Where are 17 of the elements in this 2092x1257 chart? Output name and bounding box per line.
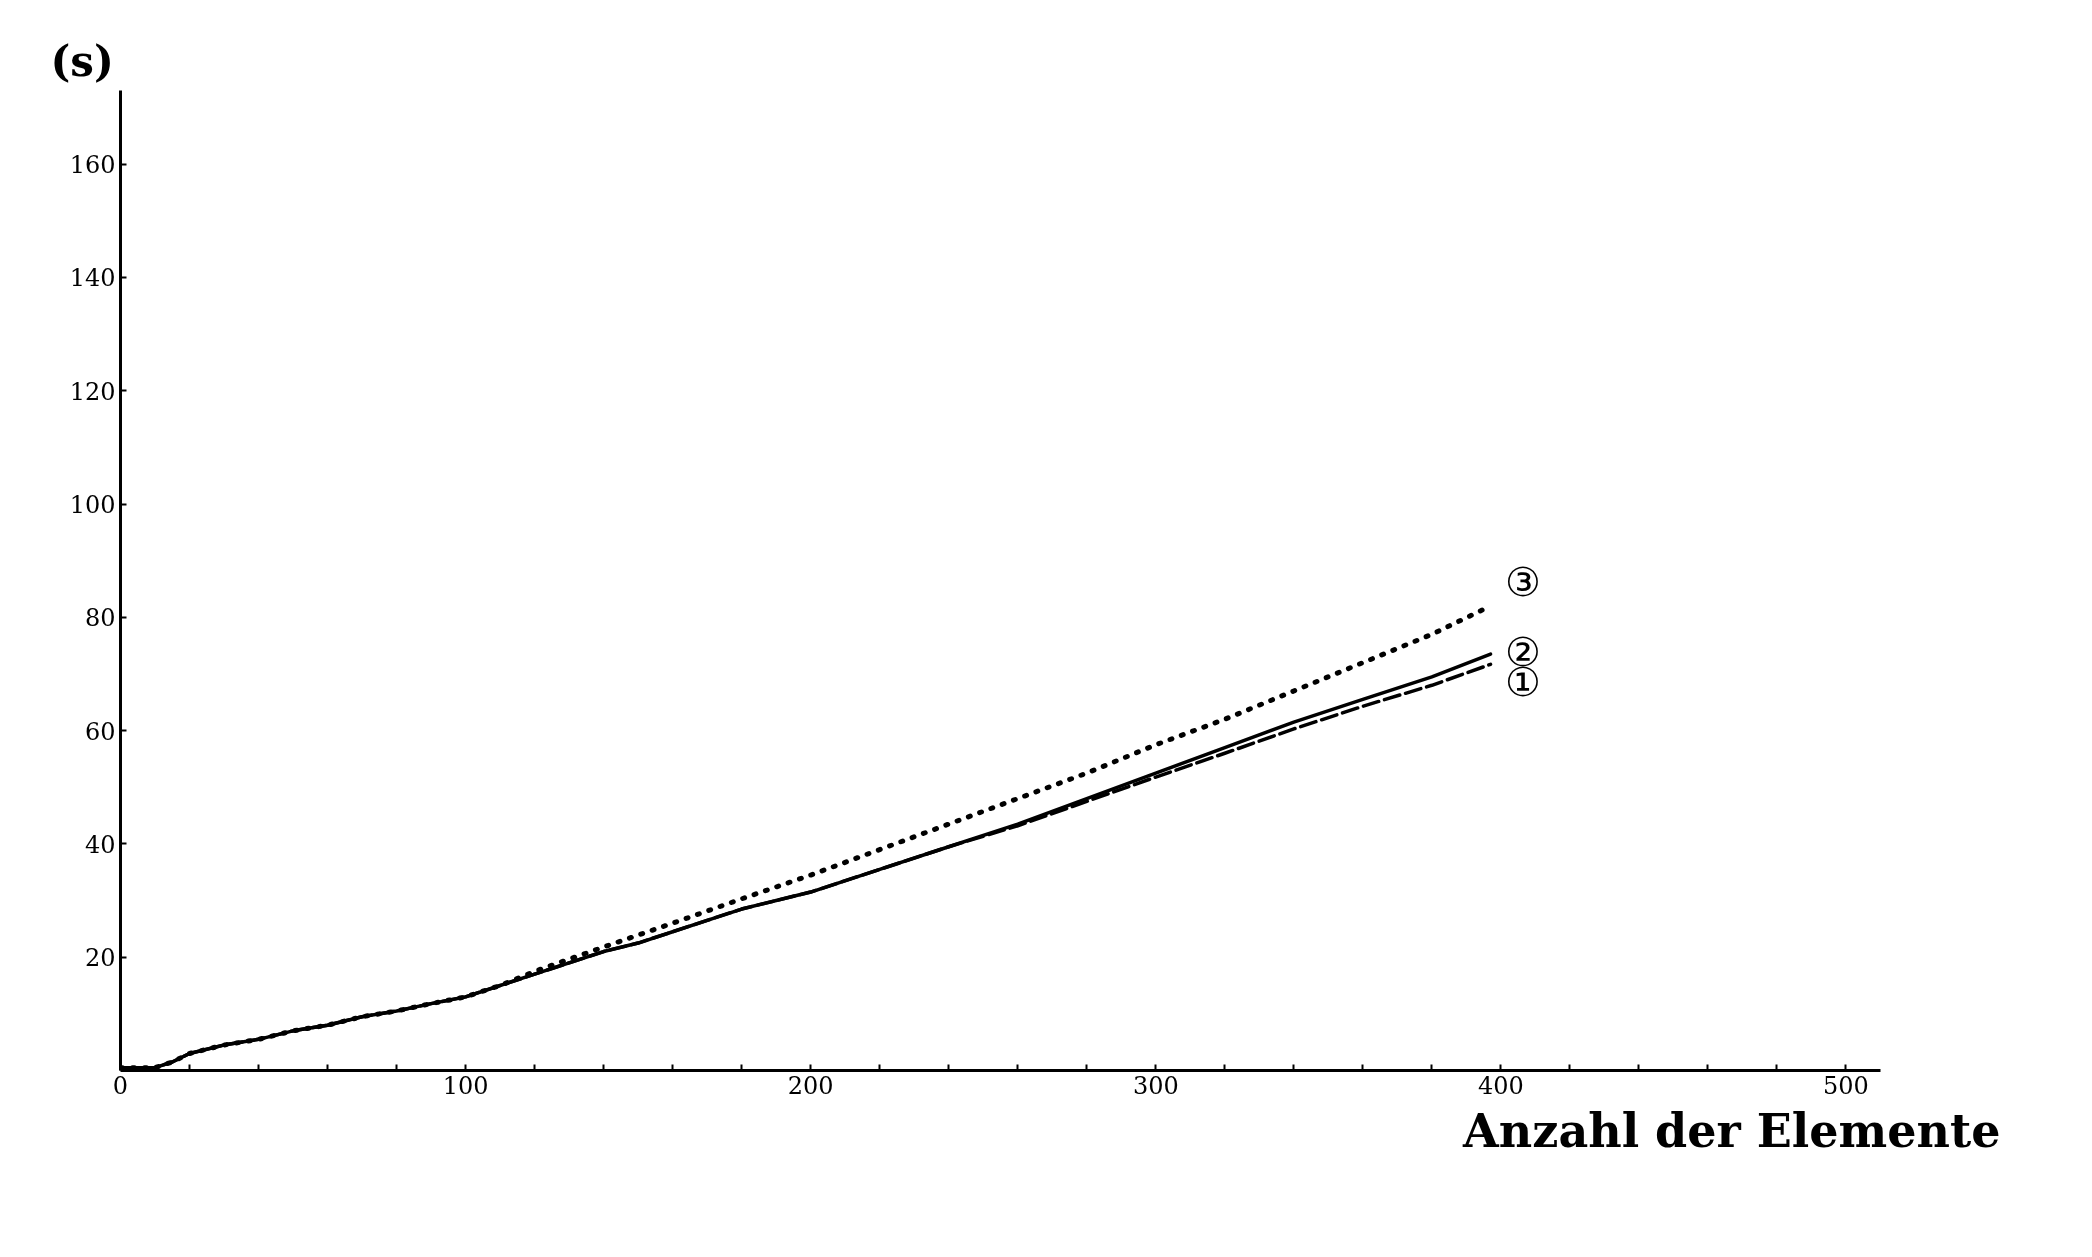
x-tick-label: 500 bbox=[1823, 1071, 1869, 1100]
x-tick-label: 200 bbox=[787, 1071, 834, 1100]
x-tick-label: 400 bbox=[1477, 1071, 1524, 1100]
x-tick-label: 100 bbox=[442, 1071, 489, 1100]
y-tick-label: 40 bbox=[84, 830, 116, 859]
x-tick-label: 300 bbox=[1132, 1071, 1179, 1100]
y-tick-label: 140 bbox=[69, 264, 116, 293]
y-tick-label: 60 bbox=[84, 717, 116, 746]
y-tick-label: 20 bbox=[84, 944, 116, 973]
y-tick-label: 120 bbox=[69, 377, 116, 406]
y-axis-title: (s) bbox=[50, 36, 114, 86]
y-tick-label: 80 bbox=[84, 604, 116, 633]
y-tick-label: 160 bbox=[69, 151, 116, 180]
series-label: ③ bbox=[1504, 558, 1541, 605]
x-axis-title: Anzahl der Elemente bbox=[1462, 1103, 2001, 1158]
y-tick-label: 100 bbox=[69, 491, 116, 520]
x-tick-label: 0 bbox=[112, 1071, 129, 1100]
